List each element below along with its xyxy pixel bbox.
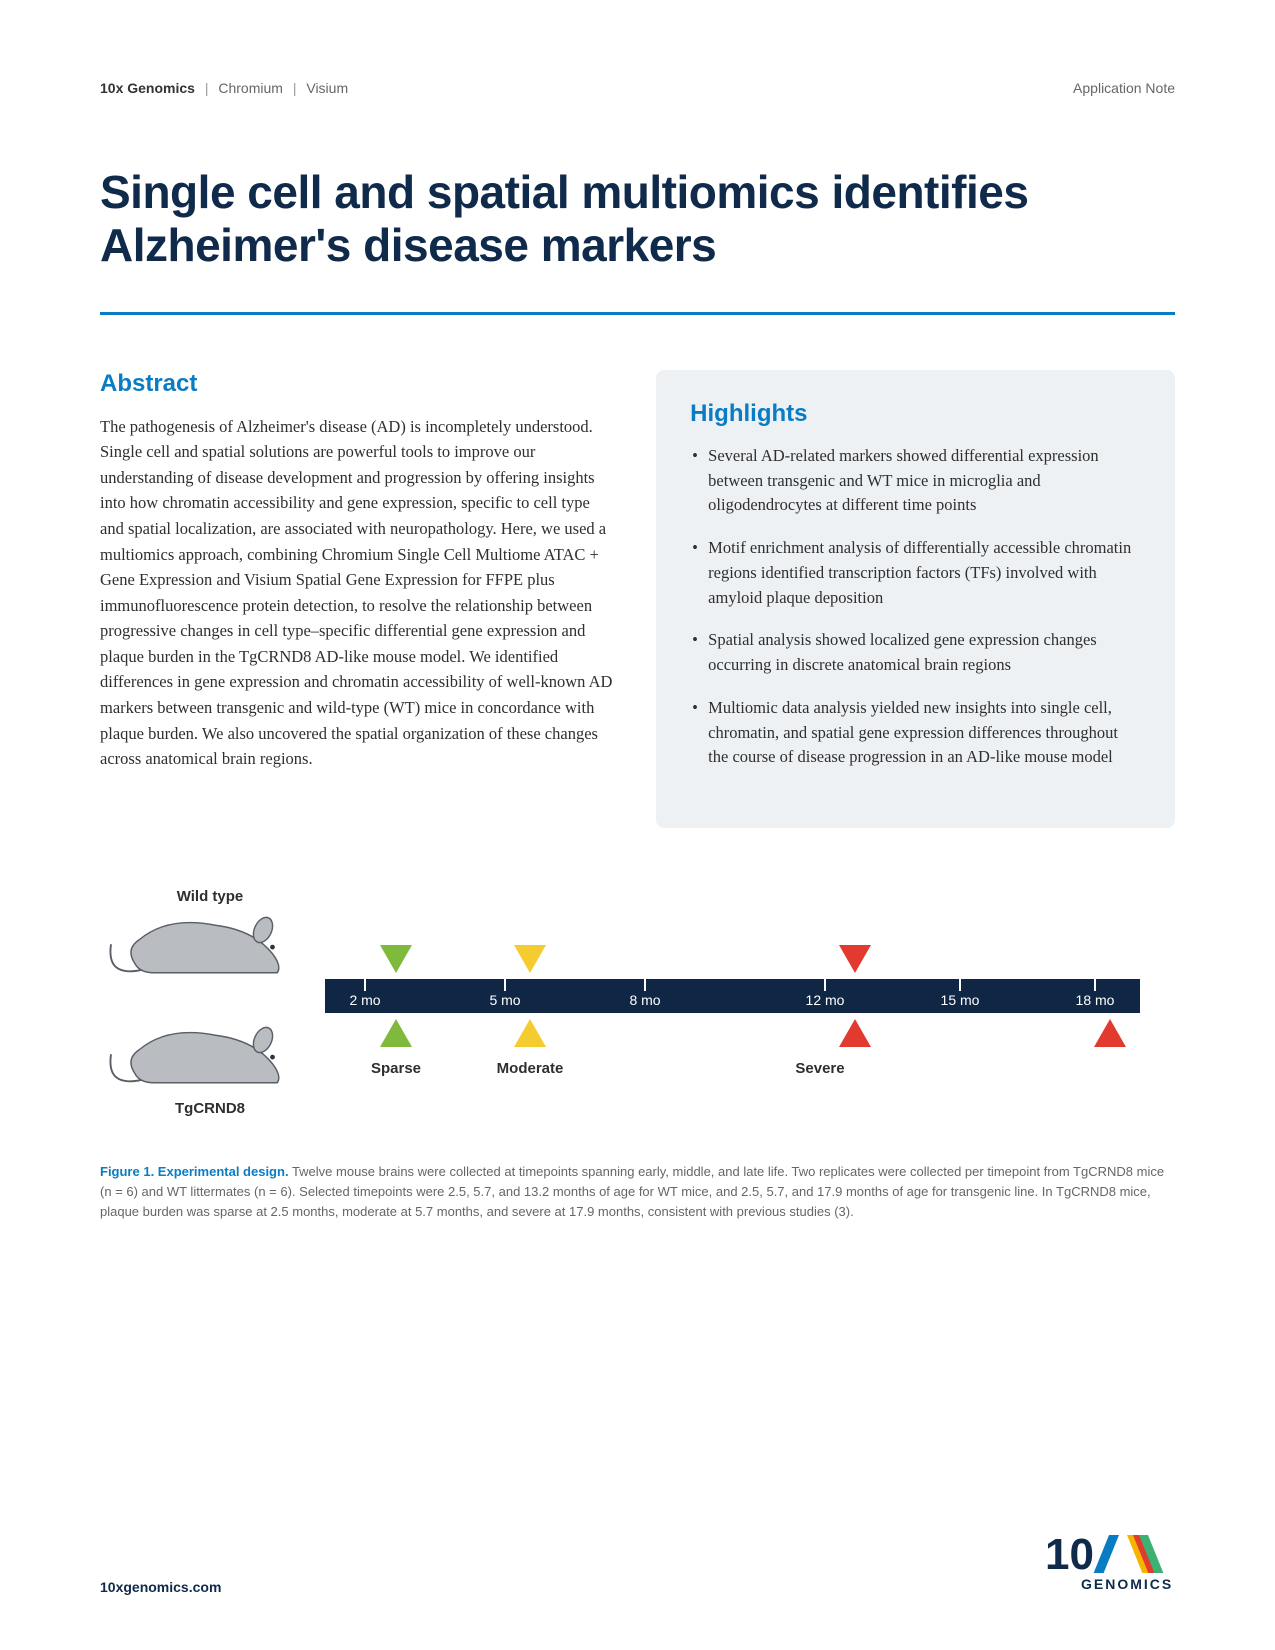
wt-label: Wild type (177, 888, 244, 905)
list-item: Several AD-related markers showed differ… (690, 444, 1141, 518)
tg-label: TgCRND8 (175, 1100, 245, 1117)
highlights-panel: Highlights Several AD-related markers sh… (656, 370, 1175, 828)
abstract-text: The pathogenesis of Alzheimer's disease … (100, 414, 616, 772)
svg-text:Severe: Severe (795, 1060, 844, 1077)
product-name-2: Visium (306, 80, 348, 96)
title-divider (100, 312, 1175, 315)
abstract-column: Abstract The pathogenesis of Alzheimer's… (100, 370, 616, 828)
list-item: Multiomic data analysis yielded new insi… (690, 696, 1141, 770)
svg-text:Moderate: Moderate (497, 1060, 564, 1077)
svg-text:Sparse: Sparse (371, 1060, 421, 1077)
page-title: Single cell and spatial multiomics ident… (100, 166, 1175, 272)
content-columns: Abstract The pathogenesis of Alzheimer's… (100, 370, 1175, 828)
svg-text:10: 10 (1045, 1530, 1094, 1579)
product-name-1: Chromium (218, 80, 283, 96)
mouse-wt-icon (110, 914, 278, 972)
figure-1: Wild type TgCRND8 2 mo 5 mo 8 mo 12 mo 15 mo… (100, 883, 1175, 1222)
svg-text:12 mo: 12 mo (806, 992, 845, 1008)
page-header: 10x Genomics | Chromium | Visium Applica… (100, 80, 1175, 96)
highlights-heading: Highlights (690, 400, 1141, 428)
figure-caption: Figure 1. Experimental design. Twelve mo… (100, 1162, 1175, 1222)
svg-text:15 mo: 15 mo (941, 992, 980, 1008)
doc-type-label: Application Note (1073, 80, 1175, 96)
header-breadcrumb: 10x Genomics | Chromium | Visium (100, 80, 348, 96)
footer-url: 10xgenomics.com (100, 1579, 221, 1595)
svg-text:GENOMICS: GENOMICS (1081, 1576, 1173, 1592)
brand-name: 10x Genomics (100, 80, 195, 96)
svg-text:18 mo: 18 mo (1076, 992, 1115, 1008)
timeline-bar (325, 979, 1140, 1013)
separator: | (293, 80, 297, 96)
svg-text:2 mo: 2 mo (349, 992, 380, 1008)
svg-text:5 mo: 5 mo (489, 992, 520, 1008)
mouse-tg-icon (110, 1024, 278, 1082)
page-footer: 10xgenomics.com 10 GENOMICS (100, 1529, 1175, 1595)
list-item: Spatial analysis showed localized gene e… (690, 628, 1141, 678)
brand-logo-icon: 10 GENOMICS (1045, 1529, 1175, 1595)
figure-caption-lead: Figure 1. Experimental design. (100, 1164, 289, 1179)
markers-top (380, 945, 871, 973)
highlights-list: Several AD-related markers showed differ… (690, 444, 1141, 770)
abstract-heading: Abstract (100, 370, 616, 398)
experimental-design-diagram: Wild type TgCRND8 2 mo 5 mo 8 mo 12 mo 15 mo… (100, 883, 1175, 1133)
separator: | (205, 80, 209, 96)
markers-bottom: Sparse Moderate Severe (371, 1019, 1126, 1077)
list-item: Motif enrichment analysis of differentia… (690, 536, 1141, 610)
svg-text:8 mo: 8 mo (629, 992, 660, 1008)
